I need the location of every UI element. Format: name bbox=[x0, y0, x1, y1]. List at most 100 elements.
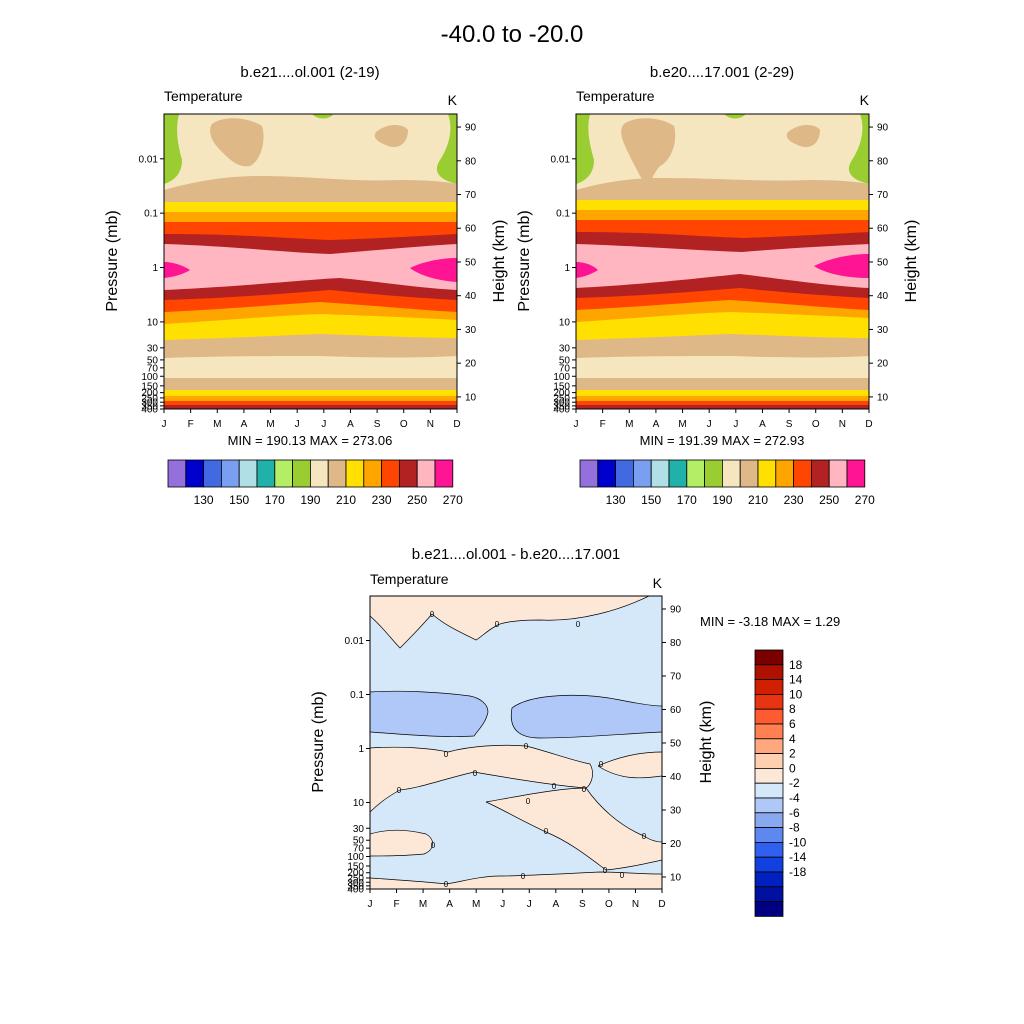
colorbar-left: 130 150 170 190 210 230 250 270 bbox=[167, 459, 463, 507]
contour-label: 0 bbox=[642, 832, 647, 841]
colorbar-label: 8 bbox=[789, 702, 796, 716]
y-tick-label: 200 bbox=[553, 388, 570, 399]
colorbar-swatch bbox=[754, 842, 784, 858]
colorbar-swatch bbox=[327, 459, 347, 488]
colorbar-swatch bbox=[434, 459, 454, 488]
contour-band bbox=[164, 401, 457, 405]
contour-band bbox=[370, 596, 662, 648]
contour-band bbox=[598, 752, 662, 778]
contour-label: 0 bbox=[524, 742, 529, 751]
x-tick-label: F bbox=[393, 899, 399, 910]
contour-band bbox=[164, 378, 457, 390]
x-tick-label: D bbox=[453, 419, 460, 430]
colorbar-swatch bbox=[579, 459, 599, 488]
variable-label: Temperature bbox=[370, 571, 449, 587]
contour-band bbox=[576, 114, 594, 184]
colorbar-swatch bbox=[754, 768, 784, 784]
colorbar-label: 250 bbox=[819, 493, 839, 507]
contour-label: 0 bbox=[620, 871, 625, 880]
contour-band bbox=[164, 244, 457, 292]
x-tick-label: J bbox=[707, 419, 712, 430]
x-tick-label: A bbox=[653, 419, 660, 430]
contour-band bbox=[576, 378, 869, 390]
x-tick-label: S bbox=[786, 419, 793, 430]
y-tick-label: 70 bbox=[353, 844, 365, 855]
y-tick-label: 250 bbox=[553, 393, 570, 404]
x-tick-label: M bbox=[472, 899, 480, 910]
y2-axis-label: Height (km) bbox=[903, 220, 920, 303]
colorbar-label: 230 bbox=[372, 493, 392, 507]
contour-band bbox=[164, 396, 457, 401]
contour-label: 0 bbox=[397, 786, 402, 795]
units-label: K bbox=[448, 92, 458, 108]
contour-band bbox=[576, 334, 869, 358]
y-tick-label: 400 bbox=[553, 405, 570, 416]
x-tick-label: N bbox=[839, 419, 846, 430]
units-label: K bbox=[653, 575, 663, 591]
colorbar-label: 170 bbox=[265, 493, 285, 507]
contour-line bbox=[370, 871, 662, 885]
x-tick-label: O bbox=[812, 419, 820, 430]
axis-ticks: J F M A M J J A S O N D0.010.1110305070100150200250… bbox=[551, 123, 889, 430]
contour-band bbox=[576, 244, 869, 290]
panel-difference: b.e21....ol.001 - b.e20....17.001 Temper… bbox=[310, 546, 840, 910]
colorbar-label: 210 bbox=[336, 493, 356, 507]
x-tick-label: O bbox=[605, 899, 613, 910]
y-tick-label: 0.01 bbox=[551, 154, 571, 165]
colorbar-label: 230 bbox=[784, 493, 804, 507]
contour-band bbox=[370, 872, 662, 889]
contour-label: 0 bbox=[526, 797, 531, 806]
colorbar-swatch bbox=[754, 664, 784, 680]
contour-band bbox=[164, 114, 182, 184]
colorbar-swatch bbox=[398, 459, 418, 488]
y2-tick-label: 70 bbox=[670, 671, 682, 682]
contour-line bbox=[485, 801, 662, 871]
x-tick-label: M bbox=[678, 419, 686, 430]
contour-band bbox=[374, 125, 408, 148]
colorbar-swatch bbox=[754, 827, 784, 843]
y2-tick-label: 80 bbox=[465, 156, 477, 167]
y-axis-label: Pressure (mb) bbox=[516, 210, 533, 311]
y-tick-label: 400 bbox=[141, 405, 158, 416]
stats-label: MIN = 191.39 MAX = 272.93 bbox=[640, 433, 805, 448]
colorbar-swatch bbox=[757, 459, 777, 488]
x-tick-label: A bbox=[241, 419, 248, 430]
y2-tick-label: 10 bbox=[465, 392, 477, 403]
colorbar-label: 190 bbox=[300, 493, 320, 507]
stats-label: MIN = 190.13 MAX = 273.06 bbox=[228, 433, 393, 448]
y-tick-label: 10 bbox=[353, 798, 365, 809]
contour-line bbox=[370, 596, 650, 649]
y2-tick-label: 60 bbox=[465, 224, 477, 235]
contour-label: 0 bbox=[430, 610, 435, 619]
y2-axis-label: Height (km) bbox=[491, 220, 508, 303]
contour-band bbox=[410, 258, 457, 282]
contour-band bbox=[370, 830, 433, 856]
x-tick-label: M bbox=[625, 419, 633, 430]
colorbar-swatch bbox=[668, 459, 688, 488]
colorbar-label: 150 bbox=[229, 493, 249, 507]
y2-tick-label: 20 bbox=[465, 359, 477, 370]
y-tick-label: 200 bbox=[141, 388, 158, 399]
y-tick-label: 400 bbox=[347, 885, 364, 896]
contour-band bbox=[621, 118, 676, 186]
colorbar-swatch bbox=[309, 459, 329, 488]
colorbar-label: 270 bbox=[855, 493, 875, 507]
colorbar-swatch bbox=[754, 679, 784, 695]
x-tick-label: N bbox=[427, 419, 434, 430]
y2-tick-label: 50 bbox=[877, 257, 889, 268]
contour-band bbox=[436, 114, 457, 184]
contour-line bbox=[370, 690, 489, 737]
colorbar-label: 10 bbox=[789, 687, 803, 701]
axis-ticks: J F M A M J J A S O N D0.010.1110305070100150200250… bbox=[345, 604, 682, 910]
y2-tick-label: 40 bbox=[877, 291, 889, 302]
colorbar-swatch bbox=[597, 459, 616, 488]
contour-label: 0 bbox=[552, 782, 557, 791]
x-tick-label: S bbox=[374, 419, 381, 430]
colorbar-swatch bbox=[203, 459, 222, 488]
colorbar-swatch bbox=[754, 694, 784, 710]
y-tick-label: 150 bbox=[347, 861, 364, 872]
contour-band bbox=[576, 396, 869, 401]
contour-band bbox=[164, 262, 190, 278]
